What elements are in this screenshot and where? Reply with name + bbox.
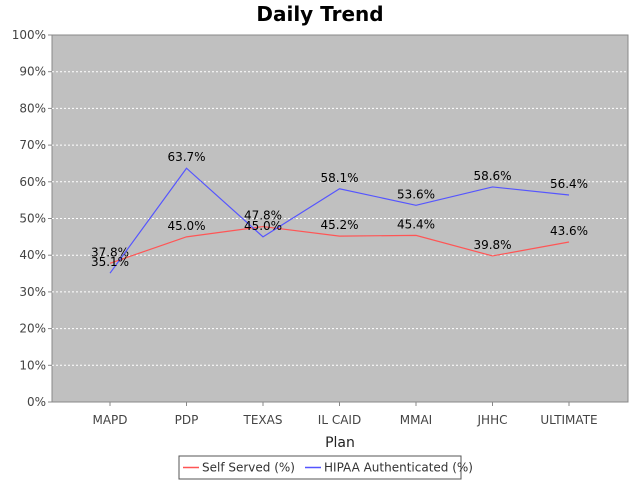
data-label: 63.7% [167,150,205,164]
plot-area: 0% 10% 20% 30% 40% 50% 60% 70% 80% 90% 100% MAPD PDP… [12,28,629,427]
x-tick-label: IL CAID [318,413,361,427]
data-label: 45.2% [320,218,358,232]
data-label: 53.6% [397,187,435,201]
x-tick-label: MAPD [92,413,127,427]
x-tick-label: PDP [175,413,199,427]
y-tick-label: 100% [12,28,46,42]
y-tick-label: 50% [19,212,46,226]
y-tick-label: 30% [19,285,46,299]
y-tick-label: 40% [19,248,46,262]
data-label: 43.6% [550,224,588,238]
data-label: 37.8% [91,245,129,259]
x-tick-label: JHHC [477,413,508,427]
data-label: 35.1% [91,255,129,269]
data-label: 58.6% [473,169,511,183]
y-tick-label: 20% [19,322,46,336]
data-label: 45.0% [244,219,282,233]
chart-title: Daily Trend [256,2,383,26]
data-label: 56.4% [550,177,588,191]
y-tick-label: 60% [19,175,46,189]
legend-label: HIPAA Authenticated (%) [324,461,473,475]
x-tick-label: TEXAS [243,413,283,427]
legend: Self Served (%) HIPAA Authenticated (%) [178,455,473,480]
y-tick-label: 10% [19,358,46,372]
y-tick-label: 70% [19,138,46,152]
x-axis-label: Plan [325,435,355,451]
data-label: 45.0% [167,219,205,233]
legend-label: Self Served (%) [202,461,295,475]
data-label: 45.4% [397,217,435,231]
data-label: 58.1% [320,171,358,185]
y-tick-label: 0% [27,395,46,409]
y-tick-label: 90% [19,65,46,79]
x-tick-label: MMAI [400,413,432,427]
data-label: 39.8% [473,238,511,252]
y-tick-label: 80% [19,101,46,115]
data-label: 47.8% [244,209,282,223]
x-tick-label: ULTIMATE [540,413,597,427]
